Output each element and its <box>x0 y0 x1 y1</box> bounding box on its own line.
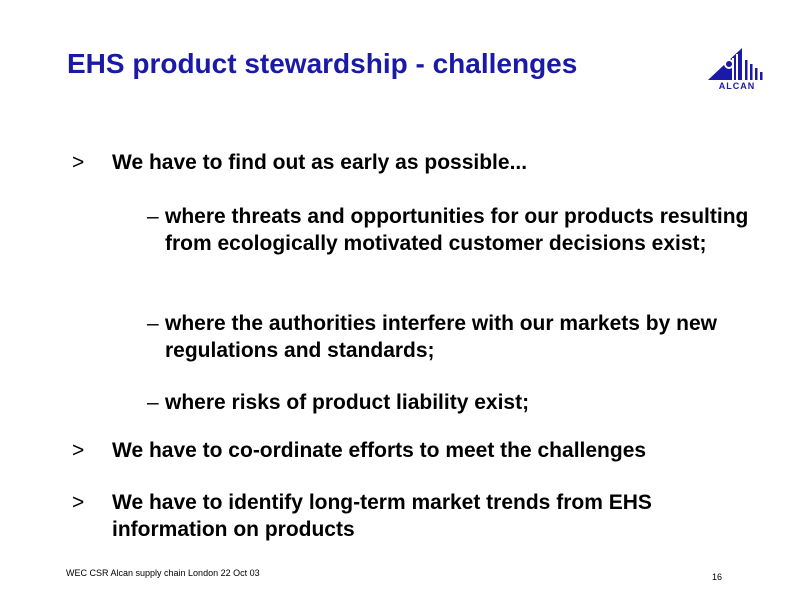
page-number: 16 <box>712 572 723 582</box>
bullet-marker: > <box>72 151 85 174</box>
sub-bullet-marker: – <box>147 205 159 228</box>
alcan-logo: ALCAN <box>702 46 772 96</box>
logo-text: ALCAN <box>718 81 756 91</box>
sub-bullet-marker: – <box>147 312 159 335</box>
bullet-text: We have to find out as early as possible… <box>112 151 528 174</box>
alcan-logo-icon <box>708 48 763 80</box>
bullet-text: We have to co-ordinate efforts to meet t… <box>112 439 647 462</box>
bullet-item: > We have to find out as early as possib… <box>72 149 772 176</box>
bullet-marker: > <box>72 439 85 462</box>
bullet-item: > We have to identify long-term market t… <box>72 489 772 543</box>
sub-bullet-marker: – <box>147 391 159 414</box>
bullet-marker: > <box>72 491 85 514</box>
sub-bullet-text: where the authorities interfere with our… <box>165 312 717 362</box>
sub-bullet-item: – where the authorities interfere with o… <box>147 310 767 364</box>
sub-bullet-text: where risks of product liability exist; <box>165 391 530 414</box>
sub-bullet-item: – where threats and opportunities for ou… <box>147 203 767 284</box>
sub-bullet-text: where threats and opportunities for our … <box>165 205 749 255</box>
bullet-text: We have to identify long-term market tre… <box>112 491 652 541</box>
footer-text: WEC CSR Alcan supply chain London 22 Oct… <box>66 568 260 578</box>
bullet-item: > We have to co-ordinate efforts to meet… <box>72 437 772 464</box>
sub-bullet-item: – where risks of product liability exist… <box>147 389 767 416</box>
slide-title: EHS product stewardship - challenges <box>67 48 578 79</box>
